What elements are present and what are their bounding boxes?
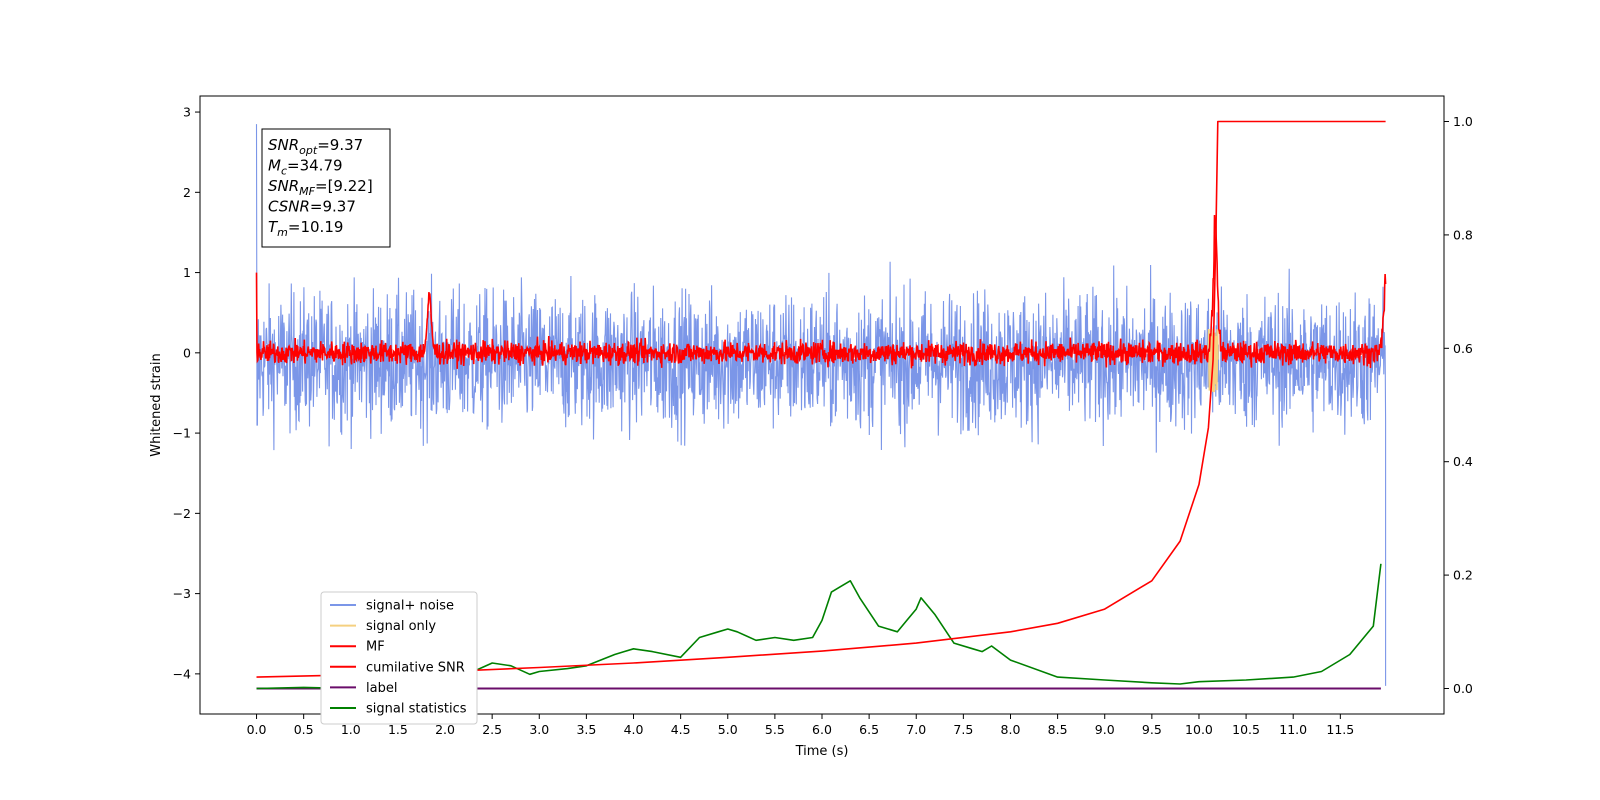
x-tick-label: 4.5 [671, 722, 691, 737]
x-tick-label: 7.0 [906, 722, 926, 737]
y-left-tick-label: −2 [173, 506, 191, 521]
annotation-symbol: SNR [268, 177, 299, 195]
annotation-symbol: M [268, 157, 281, 175]
y-left-tick-label: −3 [173, 586, 191, 601]
annotation-frame [261, 128, 391, 248]
x-tick-label: 5.0 [718, 722, 738, 737]
x-tick-label: 1.5 [388, 722, 408, 737]
y-axis-label: Whitened strain [149, 353, 164, 456]
y-left-tick-label: 2 [183, 185, 191, 200]
annotation-line: CSNR=9.37 [268, 198, 356, 216]
annotation-subscript: m [277, 226, 288, 239]
series-signal-statistics [256, 563, 1382, 690]
legend-label: signal only [366, 619, 436, 634]
annotation-line: Tm=10.19 [268, 218, 343, 239]
x-tick-label: 3.5 [576, 722, 596, 737]
y-axis-left: 3 2 1 0 −1 −2 −3 −4 [173, 105, 200, 681]
x-tick-label: 9.0 [1095, 722, 1115, 737]
x-tick-label: 6.5 [859, 722, 879, 737]
annotation-value: =9.37 [310, 198, 356, 216]
y-axis-right: 1.0 0.8 0.6 0.4 0.2 0.0 [1444, 114, 1473, 696]
annotation-symbol: CSNR [268, 198, 310, 216]
annotation-subscript: opt [299, 144, 318, 157]
x-tick-label: 10.5 [1232, 722, 1260, 737]
x-tick-label: 0.5 [294, 722, 314, 737]
x-tick-label: 5.5 [765, 722, 785, 737]
x-tick-label: 2.0 [435, 722, 455, 737]
annotation-line: SNRopt=9.37 [268, 136, 363, 157]
series-cumulative-snr [256, 120, 1386, 678]
legend: signal+ noise signal only MF cumilative SNR… [320, 591, 478, 725]
annotation-value: =34.79 [287, 157, 343, 175]
legend-frame [320, 591, 478, 725]
x-tick-label: 11.0 [1279, 722, 1307, 737]
annotation-subscript: MF [299, 185, 315, 198]
annotation-value: =10.19 [288, 218, 344, 236]
x-tick-label: 11.5 [1326, 722, 1354, 737]
annotation-line: Mc=34.79 [268, 157, 343, 178]
legend-label: MF [366, 640, 385, 655]
x-tick-label: 9.5 [1142, 722, 1162, 737]
x-axis-label: Time (s) [795, 744, 849, 759]
legend-label: label [366, 681, 397, 696]
y-right-tick-label: 0.0 [1453, 681, 1473, 696]
annotation-line: SNRMF=[9.22] [268, 177, 373, 198]
x-tick-label: 6.0 [812, 722, 832, 737]
annotation-subscript: c [281, 165, 287, 178]
x-tick-label: 10.0 [1185, 722, 1213, 737]
annotation-box: SNRopt=9.37Mc=34.79SNRMF=[9.22]CSNR=9.37… [261, 128, 391, 248]
y-left-tick-label: −1 [173, 426, 191, 441]
y-right-tick-label: 0.4 [1453, 454, 1473, 469]
y-right-tick-label: 1.0 [1453, 114, 1473, 129]
y-right-tick-label: 0.6 [1453, 341, 1473, 356]
legend-label: cumilative SNR [366, 660, 465, 675]
annotation-symbol: T [268, 218, 279, 236]
y-right-tick-label: 0.2 [1453, 568, 1473, 583]
x-tick-label: 2.5 [482, 722, 502, 737]
annotation-value: =[9.22] [315, 177, 373, 195]
x-tick-label: 1.0 [341, 722, 361, 737]
x-tick-label: 7.5 [953, 722, 973, 737]
x-tick-label: 8.5 [1048, 722, 1068, 737]
x-tick-label: 3.0 [529, 722, 549, 737]
x-axis: 0.0 0.5 1.0 1.5 2.0 2.5 3.0 3.5 4.0 4.5 5.0 5.5 6.0 6… [247, 714, 1354, 737]
y-left-tick-label: −4 [173, 666, 191, 681]
y-left-tick-label: 0 [183, 345, 191, 360]
x-tick-label: 8.0 [1001, 722, 1021, 737]
x-tick-label: 0.0 [247, 722, 267, 737]
y-right-tick-label: 0.8 [1453, 227, 1473, 242]
annotation-symbol: SNR [268, 136, 299, 154]
y-left-tick-label: 3 [183, 105, 191, 120]
legend-label: signal+ noise [366, 599, 454, 614]
legend-label: signal statistics [366, 702, 467, 717]
series-mf [255, 214, 1387, 369]
annotation-value: =9.37 [317, 136, 363, 154]
x-tick-label: 4.0 [624, 722, 644, 737]
y-left-tick-label: 1 [183, 265, 191, 280]
